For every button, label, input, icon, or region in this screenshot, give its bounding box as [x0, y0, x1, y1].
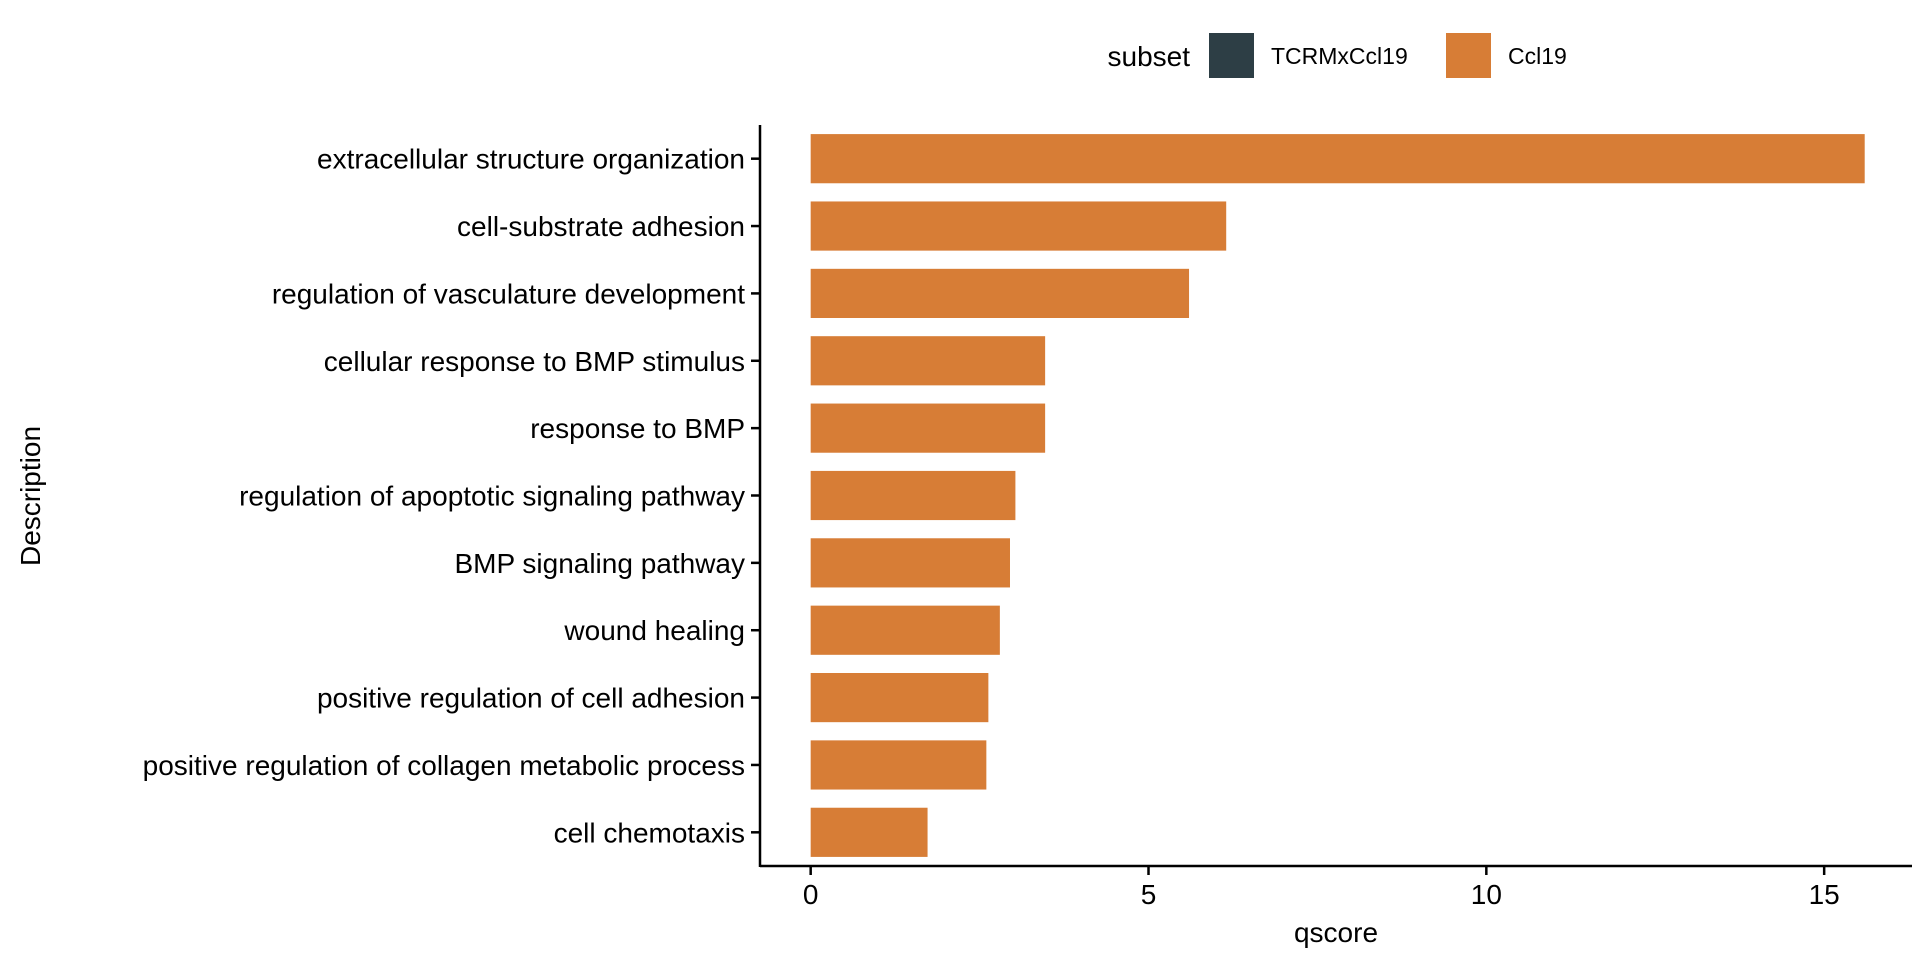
bar-1 — [810, 134, 1865, 184]
bar-2 — [810, 201, 1227, 251]
y-ticks: extracellular structure organization cell… — [143, 144, 760, 848]
bar-4 — [810, 336, 1046, 386]
y-tick-label: positive regulation of collagen metaboli… — [143, 750, 745, 781]
legend: subset TCRMxCcl19 Ccl19 — [1108, 33, 1567, 78]
legend-key-2 — [1446, 33, 1491, 78]
x-tick-label: 5 — [1141, 879, 1157, 910]
y-tick-label: cell-substrate adhesion — [457, 211, 745, 242]
bar-11 — [810, 807, 928, 857]
y-axis-title: Description — [15, 426, 46, 566]
bars — [810, 134, 1865, 857]
bar-10 — [810, 740, 987, 790]
y-tick-label: positive regulation of cell adhesion — [317, 683, 745, 714]
x-tick-label: 0 — [803, 879, 819, 910]
legend-label-1: TCRMxCcl19 — [1271, 43, 1408, 69]
y-tick-label: cellular response to BMP stimulus — [324, 346, 745, 377]
y-tick-label: cell chemotaxis — [554, 817, 745, 848]
y-tick-label: regulation of vasculature development — [272, 278, 745, 309]
y-tick-label: regulation of apoptotic signaling pathwa… — [239, 481, 745, 512]
y-tick-label: extracellular structure organization — [317, 144, 745, 175]
bar-9 — [810, 673, 989, 723]
x-tick-label: 15 — [1809, 879, 1840, 910]
bar-3 — [810, 268, 1190, 318]
x-axis-title: qscore — [1294, 917, 1378, 948]
y-tick-label: wound healing — [563, 615, 745, 646]
legend-key-1 — [1209, 33, 1254, 78]
bar-6 — [810, 470, 1016, 521]
bar-8 — [810, 605, 1000, 655]
bar-5 — [810, 403, 1046, 453]
x-tick-label: 10 — [1471, 879, 1502, 910]
y-tick-label: response to BMP — [530, 413, 745, 444]
legend-label-2: Ccl19 — [1508, 43, 1567, 69]
y-tick-label: BMP signaling pathway — [454, 548, 745, 579]
bar-7 — [810, 538, 1010, 588]
x-ticks: 0 5 10 15 — [803, 866, 1840, 910]
legend-title: subset — [1108, 41, 1191, 72]
